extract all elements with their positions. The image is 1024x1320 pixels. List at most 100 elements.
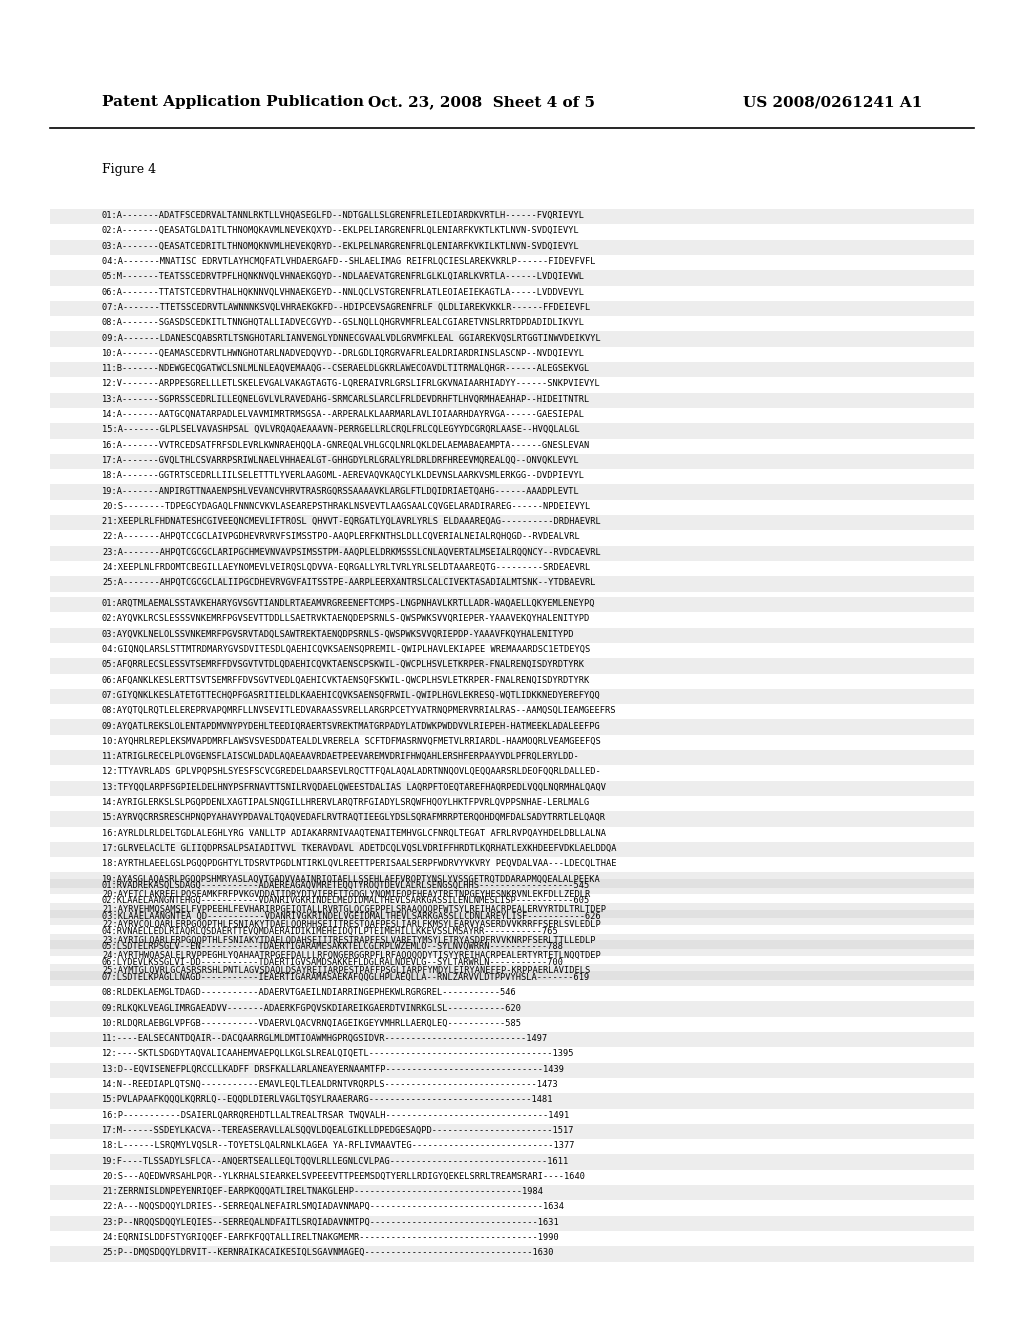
Bar (50, 873, 974, 888)
Text: 17:A-------GVQLTHLCSVARRPSRIWLNAELVHHAEALGT-GHHGDYLRLGRALYRLDRLDRFHREEVMQREALQQ-: 17:A-------GVQLTHLCSVARRPSRIWLNAELVHHAEA… (102, 455, 580, 465)
Text: 25:AYMTGLQVRLGCASRSRSHLPNTLAGVSDAQLDSAYREIIARPESTPAFFPSGLIARPFYMDYLEIRYANEFEP-KR: 25:AYMTGLQVRLGCASRSRSHLPNTLAGVSDAQLDSAYR… (102, 966, 590, 975)
Text: 15:PVLAPAAFKQQQLKQRRLQ--EQQDLDIERLVAGLTQSYLRAAERARG-----------------------------: 15:PVLAPAAFKQQQLKQRRLQ--EQQDLDIERLVAGLTQ… (102, 1096, 554, 1105)
Text: 07:GIYQNKLKESLATETGTTECHQPFGASRITIELDLKAAEHICQVKSAENSQFRWIL-QWIPLHGVLEKRESQ-WQTL: 07:GIYQNKLKESLATETGTTECHQPFGASRITIELDLKA… (102, 690, 601, 700)
Text: 06:A-------TTATSTCEDRVTHALHQKNNVQLVHNAEKGEYD--NNLQCLVSTGRENFRLATLEOIAEIEKAGTLA--: 06:A-------TTATSTCEDRVTHALHQKNNVQLVHNAEK… (102, 288, 585, 297)
Text: 09:AYQATLREKSLOLENTAPDMVNYPYDEHLTEEDIQRAERTSVREKTMATGRPADYLATDWKPWDDVVLRIEPEH-HA: 09:AYQATLREKSLOLENTAPDMVNYPYDEHLTEEDIQRA… (102, 722, 601, 730)
Bar (50, 392, 974, 408)
Text: 03:A-------QEASATCEDRITLTHNOMQKNVMLHEVEKQRYD--EKLPELNARGRENFRLQLENIARFKVKILKTLNV: 03:A-------QEASATCEDRITLTHNOMQKNVMLHEVEK… (102, 242, 580, 251)
Text: 09:RLKQKLVEAGLIMRGAEADVV-------ADAERKFGPQVSKDIAREIKGAERDTVINRKGLSL-----------620: 09:RLKQKLVEAGLIMRGAEADVV-------ADAERKFGP… (102, 1003, 522, 1012)
Bar (50, 362, 974, 378)
Text: 14:N--REEDIAPLQTSNQ-----------EMAVLEQLTLEALDRNTVRQRPLS--------------------------: 14:N--REEDIAPLQTSNQ-----------EMAVLEQLTL… (102, 1080, 559, 1089)
Text: US 2008/0261241 A1: US 2008/0261241 A1 (742, 95, 922, 110)
Text: 11:----EALSECANTDQAIR--DACQAARRGLMLDMTIOAWMHGPRQGSIDVR--------------------------: 11:----EALSECANTDQAIR--DACQAARRGLMLDMTIO… (102, 1034, 548, 1043)
Bar (50, 970, 974, 986)
Text: 18:AYRTHLAEELGSLPGQQPDGHTYLTDSRVTPGDLNTIRKLQVLREETTPERISAALSERPFWDRVYVKVRY PEQVD: 18:AYRTHLAEELGSLPGQQPDGHTYLTDSRVTPGDLNTI… (102, 859, 616, 869)
Text: 07:A-------TTETSSCEDRVTLAWNNNKSVQLVHRAEKGKFD--HDIPCEVSAGRENFRLF QLDLIAREKVKKLR--: 07:A-------TTETSSCEDRVTLAWNNNKSVQLVHRAEK… (102, 302, 590, 312)
Text: 22:A-------AHPQTCCGCLAIVPGDHEVRVRVFSIMSSTPO-AAQPLERFKNTHSLDLLCQVERIALNEIALRQHQGD: 22:A-------AHPQTCCGCLAIVPGDHEVRVRVFSIMSS… (102, 532, 580, 541)
Bar (50, 424, 974, 438)
Text: 19:F----TLSSADYLSFLCA--ANQERTSEALLEQLTQQVLRLLEGNLCVLPAG-------------------------: 19:F----TLSSADYLSFLCA--ANQERTSEALLEQLTQQ… (102, 1156, 569, 1166)
Bar (50, 750, 974, 766)
Bar (50, 597, 974, 612)
Text: 24:EQRNISLDDFSTYGRIQQEF-EARFKFQQTALLIRELTNAKGMEMR-------------------------------: 24:EQRNISLDDFSTYGRIQQEF-EARFKFQQTALLIREL… (102, 1233, 559, 1242)
Text: 12:V-------ARPPESGRELLLETLSKELEVGALVAKAGTAGTG-LQRERAIVRLGRSLIFRLGKVNAIAARHIADYY-: 12:V-------ARPPESGRELLLETLSKELEVGALVAKAG… (102, 379, 601, 388)
Text: Oct. 23, 2008  Sheet 4 of 5: Oct. 23, 2008 Sheet 4 of 5 (368, 95, 595, 110)
Text: 25:A-------AHPQTCGCGCLALIIPGCDHEVRVGVFAITSSTPE-AARPLEERXANTRSLCALCIVEKTASADIALMT: 25:A-------AHPQTCGCGCLALIIPGCDHEVRVGVFAI… (102, 578, 596, 587)
Text: 21:ZERRNISLDNPEYENRIQEF-EARPKQQQATLIRELTNAKGLEHP--------------------------------: 21:ZERRNISLDNPEYENRIQEF-EARPKQQQATLIRELT… (102, 1187, 543, 1196)
Text: Figure 4: Figure 4 (102, 162, 156, 176)
Text: 16:A-------VVTRCEDSATFRFSDLEVRLKWNRAEHQQLA-GNREQALVHLGCQLNRLQKLDELAEMABAEAMPTA--: 16:A-------VVTRCEDSATFRFSDLEVRLKWNRAEHQQ… (102, 441, 590, 450)
Text: 21:XEEPLRLFHDNATESHCGIVEEQNCMEVLIFTROSL QHVVT-EQRGATLYQLAVRLYRLS ELDAAAREQAG----: 21:XEEPLRLFHDNATESHCGIVEEQNCMEVLIFTROSL … (102, 517, 601, 527)
Text: 14:AYRIGLERKSLSLPGQPDENLXAGTIPALSNQGILLHRERVLARQTRFGIADYLSRQWFHQOYLHKTFPVRLQVPPS: 14:AYRIGLERKSLSLPGQPDENLXAGTIPALSNQGILLH… (102, 799, 590, 807)
Bar (50, 903, 974, 919)
Text: 01:RVADREKASQLSDAGQ-----------ADAEREAGAQVMRETEQQTYROQTDEVLALRLSENGSQLHHS--------: 01:RVADREKASQLSDAGQ-----------ADAEREAGAQ… (102, 880, 590, 890)
Bar (50, 1032, 974, 1047)
Text: 04:A-------MNATISC EDRVTLAYHCMQFATLVHDAERGAFD--SHLAELIMAG REIFRLQCIESLAREKVKRLP-: 04:A-------MNATISC EDRVTLAYHCMQFATLVHDAE… (102, 257, 596, 265)
Text: 07:LSDTELKPAGLLNAGD-----------IEAERTIGARAMASAEKAFQQGLHPLAEQLLA--RNLZARVVLDTPPVYH: 07:LSDTELKPAGLLNAGD-----------IEAERTIGAR… (102, 973, 590, 982)
Text: Patent Application Publication: Patent Application Publication (102, 95, 364, 110)
Text: 22:AYRVCQLQARLERPGQQPTHLFSNIAKYTDAELQQRHHSEIITRESTQAFPESLIARLFKMSYLEARVYASERDVVK: 22:AYRVCQLQARLERPGQQPTHLFSNIAKYTDAELQQRH… (102, 920, 601, 929)
Bar (50, 1093, 974, 1109)
Text: 13:D--EQVISENEFPLQRCCLLKADFF DRSFKALLARLANEAYERNAAMTFP--------------------------: 13:D--EQVISENEFPLQRCCLLKADFF DRSFKALLARL… (102, 1065, 564, 1073)
Text: 11:B-------NDEWGECQGATWCLSNLMLNLEAQVEMAAQG--CSERAELDLGKRLAWECOAVDLTITRMALQHGR---: 11:B-------NDEWGECQGATWCLSNLMLNLEAQVEMAA… (102, 364, 590, 374)
Bar (50, 1185, 974, 1200)
Bar (50, 842, 974, 857)
Text: 14:A-------AATGCQNATARPADLELVAVMIMRTRMSGSA--ARPERALKLAARMARLAVLIOIAARHDAYRVGA---: 14:A-------AATGCQNATARPADLELVAVMIMRTRMSG… (102, 411, 585, 418)
Bar (50, 1002, 974, 1016)
Bar (50, 627, 974, 643)
Text: 05:AFQRRLECSLESSVTSEMRFFDVSGVTVTDLQDAEHICQVKTAENSCPSKWIL-QWCPLHSVLETKRPER-FNALRE: 05:AFQRRLECSLESSVTSEMRFFDVSGVTVTDLQDAEHI… (102, 660, 585, 669)
Text: 10:RLDQRLAEBGLVPFGB-----------VDAERVLQACVRNQIAGEIKGEYVMHRLLAERQLEQ-----------585: 10:RLDQRLAEBGLVPFGB-----------VDAERVLQAC… (102, 1019, 522, 1028)
Text: 23:AYRIGLQARLERPGQQPTHLFSNIAKYTDAELQDAHSEIITRESTRAPFESLVARETYMSYLETRYASDPFRVVKNR: 23:AYRIGLQARLERPGQQPTHLFSNIAKYTDAELQDAHS… (102, 936, 596, 945)
Bar (50, 240, 974, 255)
Bar (50, 689, 974, 704)
Text: 02:A-------QEASATGLDA1TLTHNOMQKAVMLNEVEKQXYD--EKLPELIARGRENFRLQLENIARFKVKTLKTLNV: 02:A-------QEASATGLDA1TLTHNOMQKAVMLNEVEK… (102, 226, 580, 235)
Text: 17:GLRVELACLTE GLIIQDPRSALPSAIADITVVL TKERAVDAVL ADETDCQLVQSLVDRIFFHRDTLKQRHATLE: 17:GLRVELACLTE GLIIQDPRSALPSAIADITVVL TK… (102, 843, 616, 853)
Text: 10:AYQHRLREPLEKSMVAPDMRFLAWSVSVESDDATEALDLVRERELA SCFTDFMASRNVQFMETVLRRIARDL-HAA: 10:AYQHRLREPLEKSMVAPDMRFLAWSVSVESDDATEAL… (102, 737, 601, 746)
Text: 23:P--NRQQSDQQYLEQIES--SERREQALNDFAITLSRQIADAVNMTPQ-----------------------------: 23:P--NRQQSDQQYLEQIES--SERREQALNDFAITLSR… (102, 1217, 559, 1226)
Text: 18:L------LSRQMYLVQSLR--TOYETSLQALRNLKLAGEA YA-RFLIVMAAVTEG---------------------: 18:L------LSRQMYLVQSLR--TOYETSLQALRNLKLA… (102, 1142, 574, 1150)
Bar (50, 1216, 974, 1230)
Text: 06:AFQANKLKESLERTTSVTSEMRFFDVSGVTVEDLQAEHICVKTAENSQFSKWIL-QWCPLHSVLETKRPER-FNALR: 06:AFQANKLKESLERTTSVTSEMRFFDVSGVTVEDLQAE… (102, 676, 590, 685)
Bar (50, 659, 974, 673)
Text: 21:AYRVEHMQSAMSELFVPPEEHLFEVHARIRPGEIQTALLRVRTGLQCGEPPFLSRAAQQQPFWTSYLREIHACRPEA: 21:AYRVEHMQSAMSELFVPPEEHLFEVHARIRPGEIQTA… (102, 906, 606, 913)
Bar (50, 812, 974, 826)
Bar (50, 454, 974, 469)
Text: 11:ATRIGLRECELPLOVGENSFLAISCWLDADLAQAEAAVRDAETPEEVAREMVDRIFHWQAHLERSHFERPAAYVDLP: 11:ATRIGLRECELPLOVGENSFLAISCWLDADLAQAEAA… (102, 752, 580, 762)
Text: 01:A-------ADATFSCEDRVALTANNLRKTLLVHQASEGLFD--NDTGALLSLGRENFRLEILEDIARDKVRTLH---: 01:A-------ADATFSCEDRVALTANNLRKTLLVHQASE… (102, 211, 585, 220)
Bar (50, 940, 974, 956)
Bar (50, 1246, 974, 1262)
Text: 13:A-------SGPRSSCEDRLILLEQNELGVLVLRAVEDAHG-SRMCARLSLARCLFRLDEVDRHFTLHVQRMHAEAHA: 13:A-------SGPRSSCEDRLILLEQNELGVLVLRAVED… (102, 395, 590, 404)
Text: 05:M-------TEATSSCEDRVTPFLHQNKNVQLVHNAEKGQYD--NDLAAEVATGRENFRLGLKLQIARLKVRTLA---: 05:M-------TEATSSCEDRVTPFLHQNKNVQLVHNAEK… (102, 272, 585, 281)
Bar (50, 1155, 974, 1170)
Bar (50, 545, 974, 561)
Text: 20:S--------TDPEGCYDAGAQLFNNNCVKVLASEAREPSTHRAKLNSVEVTLAAGSAALCQVGELARADIRAREG--: 20:S--------TDPEGCYDAGAQLFNNNCVKVLASEARE… (102, 502, 590, 511)
Text: 08:RLDEKLAEMGLTDAGD-----------ADAERVTGAEILNDIARRINGEPHEKWLRGRGREL-----------546: 08:RLDEKLAEMGLTDAGD-----------ADAERVTGAE… (102, 989, 517, 997)
Bar (50, 879, 974, 895)
Text: 02:AYQVKLRCSLESSSVNKEMRFPGVSEVTTDDLLSAETRVKTAENQDEPSRNLS-QWSPWKSVVQRIEPER-YAAAVE: 02:AYQVKLRCSLESSSVNKEMRFPGVSEVTTDDLLSAET… (102, 614, 590, 623)
Bar (50, 909, 974, 925)
Text: 13:TFYQQLARPFSGPIELDELHNYPSFRNAVTTSNILRVQDAELQWEESTDALIAS LAQRPFTOEQTAREFHAQRPED: 13:TFYQQLARPFSGPIELDELHNYPSFRNAVTTSNILRV… (102, 783, 606, 792)
Text: 24:XEEPLNLFRDOMTCBEGILLAEYNOMEVLVEIRQSLQDVVA-EQRGALLYRLTVRLYRLSELDTAAAREQTG-----: 24:XEEPLNLFRDOMTCBEGILLAEYNOMEVLVEIRQSLQ… (102, 562, 590, 572)
Text: 19:AYASGLAQASRLPGQQPSHMRYASLAQVTGADVVAAINRIQTAELLSSEHLAEFVRQPTYNSLYVSSGFTRQTDDAR: 19:AYASGLAQASRLPGQQPSHMRYASLAQVTGADVVAAI… (102, 874, 601, 883)
Text: 05:LSDTELRPSGLV--EN-----------TDAERTIGARAMESAKKTELCGLRPLWZEMLO--SYLNVQWRRN------: 05:LSDTELRPSGLV--EN-----------TDAERTIGAR… (102, 942, 564, 952)
Bar (50, 515, 974, 531)
Text: 03:AYQVKLNELOLSSVNKEMRFPGVSRVTADQLSAWTREKTAENQDPSRNLS-QWSPWKSVVQRIEPDP-YAAAVFKQY: 03:AYQVKLNELOLSSVNKEMRFPGVSRVTADQLSAWTRE… (102, 630, 574, 639)
Bar (50, 331, 974, 347)
Text: 06:LYDEVLKSSGLVI-DD-----------TDAERTIGVSAMDSAKKEFLDGLRALNDEVLG--SYLTARWRLN------: 06:LYDEVLKSSGLVI-DD-----------TDAERTIGVS… (102, 957, 564, 966)
Text: 16:P-----------DSAIERLQARRQREHDTLLALTREALTRSAR TWQVALH--------------------------: 16:P-----------DSAIERLQARRQREHDTLLALTREA… (102, 1110, 569, 1119)
Bar (50, 577, 974, 591)
Text: 15:A-------GLPLSELVAVASHPSAL QVLVRQAQAEAAAVN-PERRGELLRLCRQLFRLCQLEGYYDCGRQRLAASE: 15:A-------GLPLSELVAVASHPSAL QVLVRQAQAEA… (102, 425, 580, 434)
Text: 23:A-------AHPQTCGCGCLARIPGCHMEVNVAVPSIMSSTPM-AAQPLELDRKMSSSLCNLAQVERTALMSEIALRQ: 23:A-------AHPQTCGCGCLARIPGCHMEVNVAVPSIM… (102, 548, 601, 557)
Text: 24:AYRTHWQASALELRVPPEGHLYQAHAATRPGEFDALLLRFQNGERGGRPFLRFAQQQQDYTISYYREIHACRPEALE: 24:AYRTHWQASALELRVPPEGHLYQAHAATRPGEFDALL… (102, 950, 601, 960)
Text: 22:A---NQQSDQQYLDRIES--SERREQALNEFAIRLSMQIADAVNMAPQ-----------------------------: 22:A---NQQSDQQYLDRIES--SERREQALNEFAIRLSM… (102, 1203, 564, 1212)
Bar (50, 1063, 974, 1078)
Text: 18:A-------GGTRTSCEDRLLIILSELETTTLYVERLAAGOML-AEREVAQVKAQCYLKLDEVNSLAARKVSMLERKG: 18:A-------GGTRTSCEDRLLIILSELETTTLYVERLA… (102, 471, 585, 480)
Text: 08:A-------SGASDSCEDKITLTNNGHQTALLIADVECGVYD--GSLNQLLQHGRVMFRLEALCGIARETVNSLRRTD: 08:A-------SGASDSCEDKITLTNNGHQTALLIADVEC… (102, 318, 585, 327)
Text: 09:A-------LDANESCQABSRTLTSNGHOTARLIANVENGLYDNNECGVAALVDLGRVMFKLEAL GGIAREKVQSLR: 09:A-------LDANESCQABSRTLTSNGHOTARLIANVE… (102, 334, 601, 342)
Text: 16:AYRLDLRLDELTGDLALEGHLYRG VANLLTP ADIAKARRNIVAAQTENAITEMHVGLCFNRQLTEGAT AFRLRV: 16:AYRLDLRLDELTGDLALEGHLYRG VANLLTP ADIA… (102, 829, 606, 838)
Text: 19:A-------ANPIRGTTNAAENPSHLVEVANCVHRVTRASRGQRSSAAAAVKLARGLFTLDQIDRIAETQAHG-----: 19:A-------ANPIRGTTNAAENPSHLVEVANCVHRVTR… (102, 487, 580, 495)
Text: 02:KLAAELAANGNTEHGQ-----------VDANRIVGKRINDELMEDIDMALTHEVLSARKGASSILENLNMESLISP-: 02:KLAAELAANGNTEHGQ-----------VDANRIVGKR… (102, 896, 590, 906)
Text: 08:AYQTQLRQTLELEREPRVAPQMRFLLNVSEVITLEDVARAASSVRELLARGRPCETYVATRNQPMERVRRIALRAS-: 08:AYQTQLRQTLELEREPRVAPQMRFLLNVSEVITLEDV… (102, 706, 616, 715)
Bar (50, 271, 974, 285)
Text: 12:TTYAVRLADS GPLVPQPSHLSYESFSCVCGREDELDAARSEVLRQCTTFQALAQALADRTNNQOVLQEQQAARSRL: 12:TTYAVRLADS GPLVPQPSHLSYESFSCVCGREDELD… (102, 767, 601, 776)
Bar (50, 1123, 974, 1139)
